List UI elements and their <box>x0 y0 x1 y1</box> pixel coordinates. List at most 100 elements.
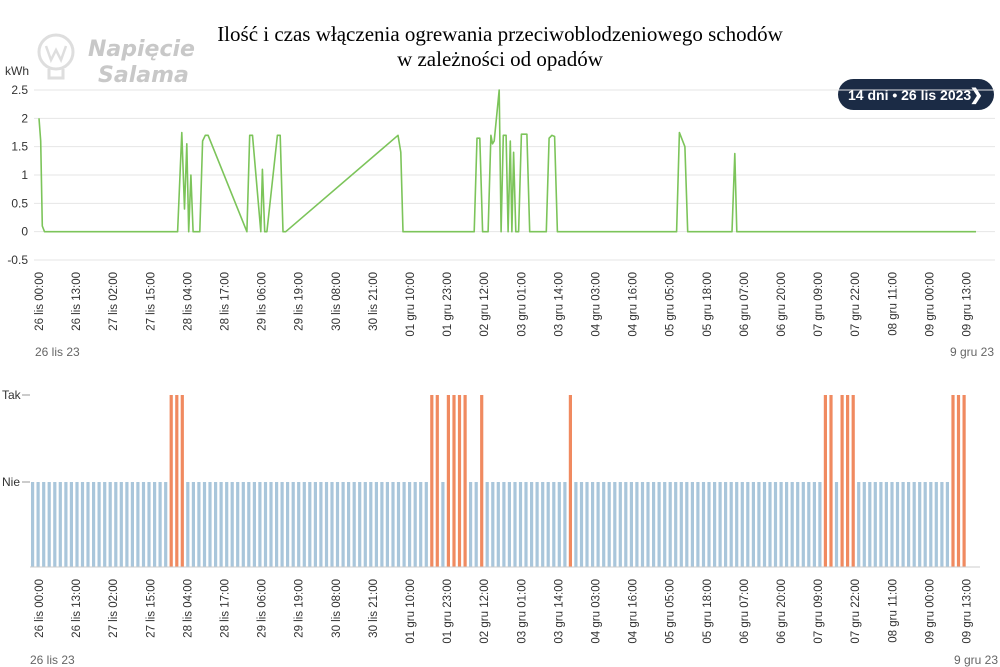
chart2-start-date: 26 lis 23 <box>30 653 75 667</box>
status-bar-off <box>119 482 123 567</box>
x-tick-label: 09 gru 13:00 <box>962 272 974 337</box>
status-bar-off <box>890 482 894 567</box>
status-bars <box>31 395 966 567</box>
status-bar-off <box>286 482 290 567</box>
status-bar-on <box>446 395 450 567</box>
status-bar-off <box>92 482 96 567</box>
status-bar-off <box>535 482 539 567</box>
status-bar-off <box>247 482 251 567</box>
status-bar-off <box>751 482 755 567</box>
status-bar-off <box>907 482 911 567</box>
status-bar-off <box>857 482 861 567</box>
status-bar-off <box>330 482 334 567</box>
status-bar-off <box>208 482 212 567</box>
status-bar-off <box>591 482 595 567</box>
chart-title-line1: Ilość i czas włączenia ogrewania przeciw… <box>217 22 783 46</box>
status-bar-off <box>585 482 589 567</box>
x-tick-label: 07 gru 22:00 <box>850 272 862 337</box>
y-tick-label: 2.5 <box>11 83 28 97</box>
x-tick-label: 03 gru 01:00 <box>516 272 528 337</box>
status-bar-on <box>962 395 966 567</box>
status-bar-off <box>524 482 528 567</box>
x-tick-label: 04 gru 03:00 <box>591 272 603 337</box>
x-tick-label: 30 lis 08:00 <box>331 272 343 331</box>
x-tick-label: 05 gru 05:00 <box>665 579 677 644</box>
status-bar-off <box>308 482 312 567</box>
y-tick-label: 0.5 <box>11 196 28 210</box>
x-tick-label: 01 gru 23:00 <box>442 579 454 644</box>
status-bar-off <box>574 482 578 567</box>
y-axis-label: kWh <box>5 64 29 78</box>
status-bar-off <box>713 482 717 567</box>
status-bar-off <box>413 482 417 567</box>
status-bar-off <box>796 482 800 567</box>
status-bar-off <box>258 482 262 567</box>
status-bar-on <box>463 395 467 567</box>
status-bar-off <box>679 482 683 567</box>
status-bar-off <box>324 482 329 567</box>
x-tick-label: 28 lis 04:00 <box>182 272 194 331</box>
x-tick-label: 07 gru 22:00 <box>850 579 862 644</box>
status-bar-off <box>108 482 112 567</box>
status-bar-off <box>618 482 622 567</box>
status-bar-off <box>757 482 761 567</box>
chart1-start-date: 26 lis 23 <box>35 345 80 359</box>
status-bar-off <box>103 482 107 567</box>
status-bar-off <box>114 482 118 567</box>
y-tick-label: 2 <box>21 111 28 125</box>
status-bar-off <box>385 482 389 567</box>
status-bar-off <box>335 482 340 567</box>
x-tick-label: 09 gru 00:00 <box>924 272 936 337</box>
status-bar-off <box>513 482 517 567</box>
status-bar-off <box>624 482 628 567</box>
status-bar-off <box>613 482 617 567</box>
status-bar-on <box>452 395 456 567</box>
status-bar-off <box>768 482 772 567</box>
y-tick-label: -0.5 <box>7 253 28 267</box>
status-bar-off <box>136 482 140 567</box>
status-bar-off <box>674 482 678 567</box>
x-tick-label: 01 gru 10:00 <box>405 272 417 337</box>
status-bar-off <box>319 482 323 567</box>
status-bar-off <box>125 482 129 567</box>
energy-line-chart: 2.5 2 1.5 1 0.5 0 -0.5 kWh 26 lis 00:00 26 lis 13… <box>5 64 995 337</box>
bulb-icon <box>37 33 75 71</box>
status-bar-off <box>762 482 767 567</box>
status-bar-off <box>701 482 706 567</box>
status-bar-off <box>69 482 73 567</box>
x-tick-label: 03 gru 14:00 <box>553 579 565 644</box>
status-bar-off <box>546 482 550 567</box>
x-tick-label: 01 gru 23:00 <box>442 272 454 337</box>
status-bar-off <box>352 482 356 567</box>
status-bar-off <box>923 482 927 567</box>
status-bar-off <box>773 482 778 567</box>
status-bar-off <box>663 482 667 567</box>
status-bar-off <box>42 482 46 567</box>
logo-text-line1: Napięcie <box>88 37 195 62</box>
status-bar-off <box>141 482 146 567</box>
status-bar-off <box>153 482 157 567</box>
x-tick-label: 29 lis 19:00 <box>294 272 306 331</box>
status-bar-off <box>31 482 35 567</box>
x-tick-label: 26 lis 13:00 <box>71 579 83 638</box>
status-bar-off <box>912 482 916 567</box>
status-bar-off <box>302 482 306 567</box>
x-tick-label: 03 gru 14:00 <box>553 272 565 337</box>
status-bar-off <box>724 482 728 567</box>
status-bar-off <box>280 482 284 567</box>
status-bar-off <box>807 482 811 567</box>
status-bar-off <box>369 482 373 567</box>
x-tick-label: 04 gru 16:00 <box>628 272 640 337</box>
x-tick-label: 02 gru 12:00 <box>479 272 491 337</box>
status-bar-off <box>735 482 739 567</box>
x-tick-label: 29 lis 19:00 <box>294 579 306 638</box>
status-bar-off <box>491 482 495 567</box>
status-bar-off <box>236 482 240 567</box>
status-bar-off <box>668 482 672 567</box>
chevron-right-icon: ❯ <box>969 87 983 104</box>
status-bar-off <box>901 482 905 567</box>
x-tick-label: 06 gru 07:00 <box>739 579 751 644</box>
status-bar-off <box>58 482 62 567</box>
status-bar-off <box>408 482 412 567</box>
